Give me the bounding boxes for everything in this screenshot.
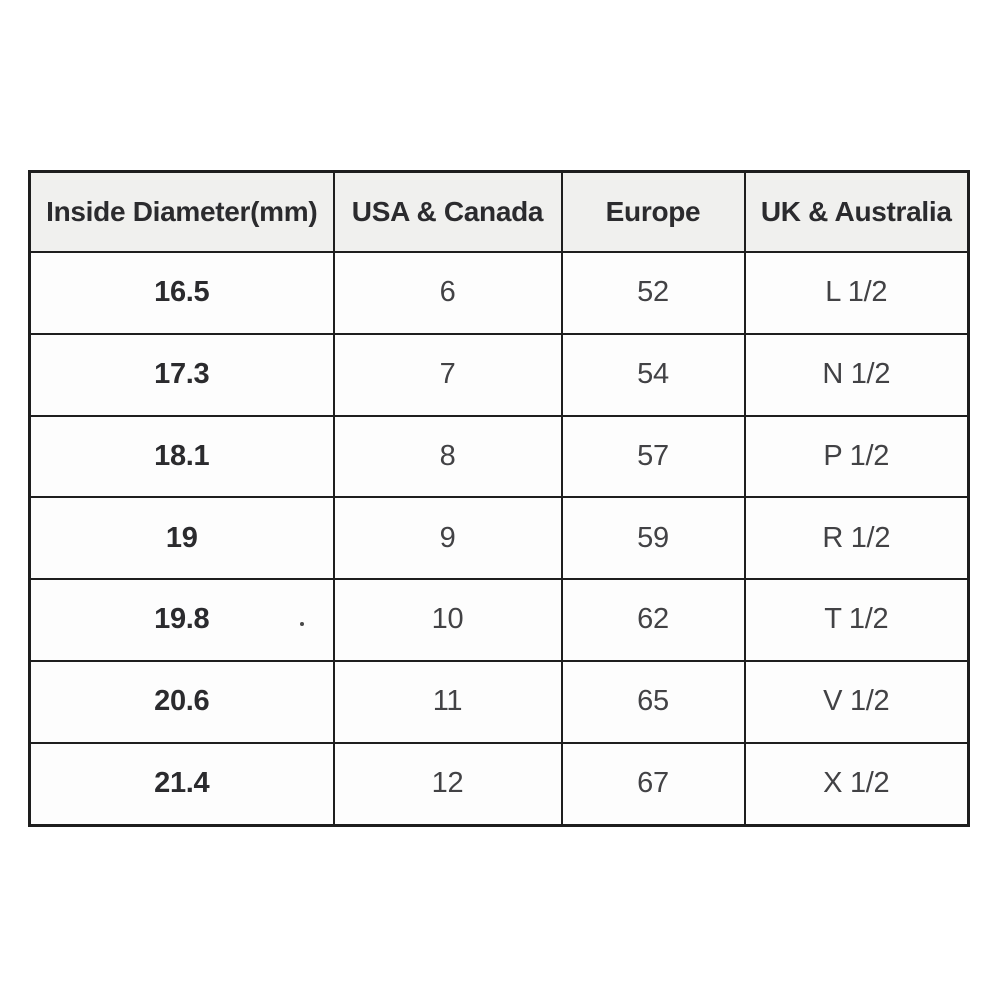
cell-uk-australia: N 1/2 (743, 332, 970, 417)
cell-usa-canada: 10 (332, 578, 563, 662)
cell-diameter: 19 (28, 496, 335, 580)
header-inside-diameter: Inside Diameter(mm) (28, 170, 335, 253)
table-row: 20.6 11 65 V 1/2 (28, 659, 970, 744)
cell-uk-australia: P 1/2 (743, 414, 970, 499)
ring-size-conversion-table: Inside Diameter(mm) USA & Canada Europe … (28, 170, 970, 827)
cell-usa-canada: 9 (332, 496, 563, 580)
cell-diameter: 17.3 (28, 332, 335, 417)
cell-usa-canada: 12 (332, 741, 563, 827)
cell-uk-australia: R 1/2 (743, 496, 970, 580)
cell-usa-canada: 8 (332, 414, 563, 499)
cell-uk-australia: V 1/2 (743, 659, 970, 744)
cell-europe: 57 (560, 414, 746, 499)
cell-diameter: 21.4 (28, 741, 335, 827)
header-europe: Europe (560, 170, 746, 253)
cell-europe: 59 (560, 496, 746, 580)
cell-usa-canada: 7 (332, 332, 563, 417)
header-uk-australia: UK & Australia (743, 170, 970, 253)
cell-uk-australia: X 1/2 (743, 741, 970, 827)
cell-uk-australia: T 1/2 (743, 578, 970, 662)
cell-usa-canada: 6 (332, 251, 563, 335)
cell-usa-canada: 11 (332, 659, 563, 744)
cell-europe: 67 (560, 741, 746, 827)
table-row: 16.5 6 52 L 1/2 (28, 251, 970, 335)
cell-europe: 54 (560, 332, 746, 417)
table-row: 21.4 12 67 X 1/2 (28, 741, 970, 827)
cell-europe: 65 (560, 659, 746, 744)
cell-diameter: 16.5 (28, 251, 335, 335)
header-row: Inside Diameter(mm) USA & Canada Europe … (28, 170, 970, 253)
stray-dot-artifact (300, 622, 304, 626)
table-row: 19 9 59 R 1/2 (28, 496, 970, 580)
cell-europe: 62 (560, 578, 746, 662)
header-usa-canada: USA & Canada (332, 170, 563, 253)
table-row: 19.8 10 62 T 1/2 (28, 578, 970, 662)
cell-diameter: 19.8 (28, 578, 335, 662)
table-row: 18.1 8 57 P 1/2 (28, 414, 970, 499)
cell-uk-australia: L 1/2 (743, 251, 970, 335)
table-row: 17.3 7 54 N 1/2 (28, 332, 970, 417)
cell-europe: 52 (560, 251, 746, 335)
cell-diameter: 20.6 (28, 659, 335, 744)
cell-diameter: 18.1 (28, 414, 335, 499)
